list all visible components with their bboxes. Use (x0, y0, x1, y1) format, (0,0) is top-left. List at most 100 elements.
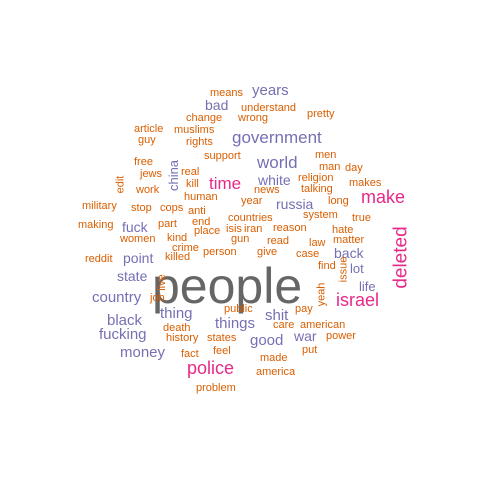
word-live: live (155, 274, 168, 291)
word-news: news (254, 184, 280, 196)
word-china: china (166, 159, 182, 192)
word-part: part (158, 218, 177, 230)
word-care: care (273, 319, 295, 331)
word-means: means (210, 87, 244, 99)
word-issue: issue (337, 256, 350, 283)
word-people: people (152, 258, 303, 314)
word-anti: anti (188, 205, 206, 217)
word-hate: hate (332, 224, 354, 236)
word-jews: jews (140, 168, 163, 180)
word-person: person (203, 246, 237, 258)
word-world: world (257, 153, 298, 172)
word-good: good (250, 332, 284, 349)
word-america: america (256, 366, 296, 378)
word-state: state (117, 268, 148, 284)
word-support: support (204, 150, 241, 162)
word-things: things (215, 315, 256, 332)
word-money: money (120, 344, 166, 361)
word-feel: feel (213, 345, 231, 357)
word-kill: kill (186, 178, 199, 190)
word-country: country (92, 289, 142, 306)
word-fact: fact (181, 348, 199, 360)
word-crime: crime (172, 242, 199, 254)
word-free: free (134, 156, 153, 168)
word-government: government (232, 128, 322, 147)
word-pretty: pretty (307, 108, 335, 120)
word-matter: matter (333, 234, 365, 246)
word-gun: gun (231, 233, 250, 245)
word-law: law (309, 237, 326, 249)
word-states: states (207, 332, 237, 344)
word-iran: iran (244, 223, 263, 235)
word-makes: makes (349, 177, 382, 189)
word-war: war (294, 328, 317, 344)
word-bad: bad (205, 97, 229, 113)
word-military: military (82, 200, 117, 212)
word-shit: shit (265, 307, 289, 324)
word-give: give (257, 246, 278, 258)
word-fucking: fucking (99, 326, 147, 343)
word-women: women (120, 233, 156, 245)
word-police: police (187, 358, 235, 378)
word-killed: killed (165, 251, 191, 263)
word-case: case (296, 248, 320, 260)
word-edit: edit (114, 175, 127, 194)
word-pay: pay (295, 303, 313, 315)
word-year: year (241, 195, 263, 207)
word-long: long (328, 195, 349, 207)
word-death: death (163, 322, 191, 334)
word-wrong: wrong (238, 112, 268, 124)
word-israel: israel (336, 290, 380, 310)
word-true: true (352, 212, 371, 224)
word-life: life (359, 279, 376, 294)
word-make: make (361, 187, 406, 207)
word-muslims: muslims (174, 124, 215, 136)
word-put: put (302, 344, 318, 356)
word-work: work (136, 184, 160, 196)
word-problem: problem (196, 382, 236, 394)
word-find: find (318, 260, 336, 272)
word-yeah: yeah (315, 282, 328, 307)
word-fuck: fuck (122, 219, 148, 235)
word-men: men (315, 149, 337, 161)
word-human: human (184, 191, 218, 203)
word-read: read (267, 235, 290, 247)
word-made: made (260, 352, 288, 364)
word-years: years (252, 82, 289, 99)
word-history: history (166, 332, 199, 344)
word-man: man (319, 161, 341, 173)
word-black: black (107, 312, 143, 329)
word-american: american (300, 319, 346, 331)
word-place: place (194, 225, 221, 237)
word-reddit: reddit (85, 253, 113, 265)
word-isis: isis (226, 223, 242, 235)
word-job: job (150, 292, 165, 304)
word-cops: cops (160, 202, 184, 214)
word-power: power (326, 330, 356, 342)
word-talking: talking (301, 183, 333, 195)
word-back: back (334, 245, 364, 261)
word-article: article (134, 123, 164, 135)
word-countries: countries (228, 212, 273, 224)
word-making: making (78, 219, 114, 231)
word-kind: kind (167, 232, 188, 244)
word-end: end (192, 216, 211, 228)
word-religion: religion (298, 172, 334, 184)
word-stop: stop (131, 202, 152, 214)
word-rights: rights (186, 136, 213, 148)
word-russia: russia (276, 196, 314, 212)
word-point: point (123, 250, 154, 266)
word-change: change (186, 112, 223, 124)
word-day: day (345, 162, 363, 174)
word-system: system (303, 209, 338, 221)
word-time: time (209, 174, 242, 193)
word-public: public (224, 303, 253, 315)
word-thing: thing (160, 305, 193, 322)
word-lot: lot (350, 261, 364, 276)
word-real: real (181, 166, 200, 178)
word-deleted: deleted (390, 226, 412, 289)
word-white: white (258, 172, 291, 188)
word-guy: guy (138, 134, 156, 146)
word-reason: reason (273, 222, 307, 234)
